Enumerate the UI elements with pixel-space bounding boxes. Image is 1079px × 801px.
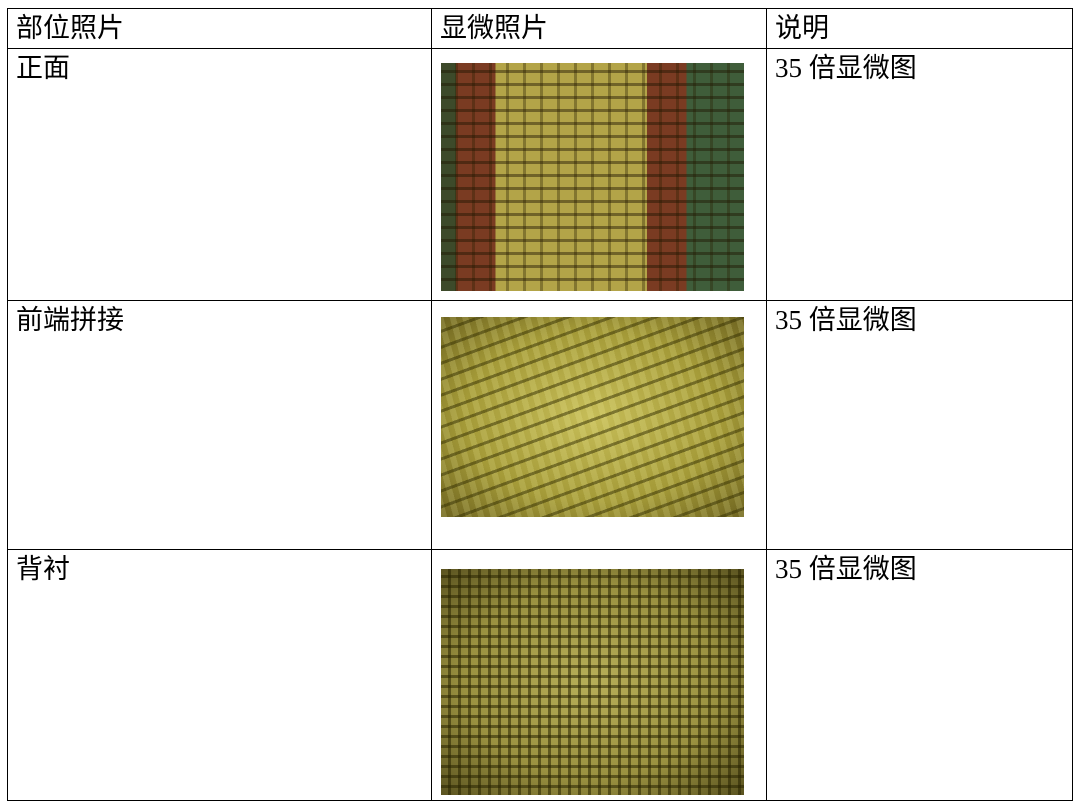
micrograph — [441, 569, 744, 795]
part-cell: 正面 — [7, 48, 432, 301]
header-cell: 显微照片 — [431, 8, 767, 49]
header-cell: 说明 — [766, 8, 1073, 49]
header-row: 部位照片 显微照片 说明 — [7, 8, 1073, 49]
header-cell: 部位照片 — [7, 8, 432, 49]
table-row: 前端拼接 35 倍显微图 — [7, 300, 1073, 550]
table-row: 背衬 35 倍显微图 — [7, 549, 1073, 801]
image-cell — [431, 300, 767, 550]
table-row: 正面 35 倍显微图 — [7, 48, 1073, 301]
micrograph — [441, 63, 744, 291]
micrograph — [441, 317, 744, 517]
note-cell: 35 倍显微图 — [766, 549, 1073, 801]
image-cell — [431, 549, 767, 801]
image-cell — [431, 48, 767, 301]
part-cell: 前端拼接 — [7, 300, 432, 550]
table: 部位照片 显微照片 说明 正面 35 倍显微图 前端拼接 35 倍显微图 背衬 … — [7, 8, 1073, 801]
part-cell: 背衬 — [7, 549, 432, 801]
note-cell: 35 倍显微图 — [766, 300, 1073, 550]
note-cell: 35 倍显微图 — [766, 48, 1073, 301]
